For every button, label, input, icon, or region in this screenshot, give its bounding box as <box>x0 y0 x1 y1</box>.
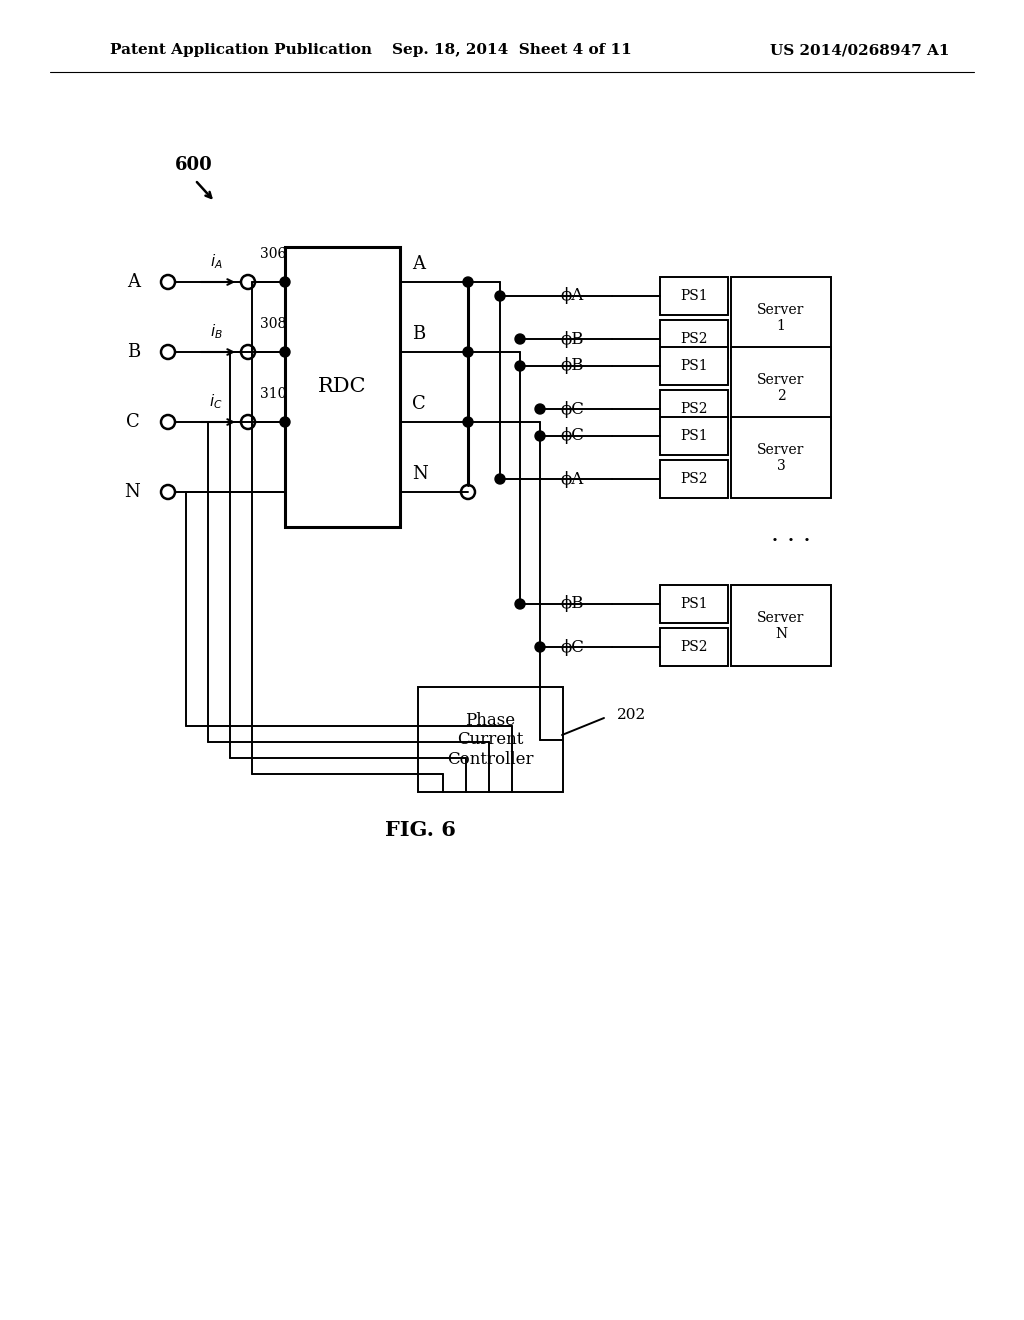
Text: Server
2: Server 2 <box>758 372 805 403</box>
Text: Patent Application Publication: Patent Application Publication <box>110 44 372 57</box>
Circle shape <box>495 290 505 301</box>
Text: RDC: RDC <box>317 378 367 396</box>
Bar <box>731 347 831 428</box>
Bar <box>731 417 831 498</box>
Bar <box>731 277 831 358</box>
Text: ϕB: ϕB <box>560 595 584 612</box>
Text: Sep. 18, 2014  Sheet 4 of 11: Sep. 18, 2014 Sheet 4 of 11 <box>392 44 632 57</box>
Text: 600: 600 <box>175 156 213 174</box>
Circle shape <box>463 277 473 286</box>
Text: ϕA: ϕA <box>560 288 584 305</box>
Bar <box>731 585 831 667</box>
Circle shape <box>535 404 545 414</box>
Text: ϕB: ϕB <box>560 330 584 347</box>
Text: $i_C$: $i_C$ <box>209 392 223 412</box>
Bar <box>660 585 728 623</box>
Bar <box>660 459 728 498</box>
Bar <box>660 628 728 667</box>
Text: Server
1: Server 1 <box>758 302 805 333</box>
Circle shape <box>280 417 290 426</box>
Bar <box>660 277 728 315</box>
Text: · · ·: · · · <box>771 531 811 553</box>
Text: 306: 306 <box>260 247 287 261</box>
Circle shape <box>515 334 525 345</box>
Text: FIG. 6: FIG. 6 <box>385 820 456 840</box>
Text: ϕC: ϕC <box>560 400 584 417</box>
Circle shape <box>515 599 525 609</box>
Circle shape <box>515 360 525 371</box>
Text: PS1: PS1 <box>680 359 708 374</box>
Text: B: B <box>127 343 140 360</box>
Text: PS1: PS1 <box>680 597 708 611</box>
Text: 308: 308 <box>260 317 287 331</box>
Circle shape <box>280 277 290 286</box>
Text: C: C <box>126 413 140 432</box>
Text: $i_B$: $i_B$ <box>210 322 222 342</box>
Text: 202: 202 <box>617 708 646 722</box>
Text: A: A <box>127 273 140 290</box>
Bar <box>660 389 728 428</box>
Text: B: B <box>412 325 425 343</box>
Text: Server
N: Server N <box>758 611 805 642</box>
Text: PS2: PS2 <box>680 473 708 486</box>
Text: PS1: PS1 <box>680 429 708 444</box>
Text: PS1: PS1 <box>680 289 708 304</box>
Text: C: C <box>412 395 426 413</box>
Bar <box>285 247 400 527</box>
Circle shape <box>495 474 505 484</box>
Text: ϕB: ϕB <box>560 358 584 375</box>
Text: US 2014/0268947 A1: US 2014/0268947 A1 <box>770 44 950 57</box>
Text: $i_A$: $i_A$ <box>210 252 222 272</box>
Text: N: N <box>412 465 428 483</box>
Circle shape <box>535 642 545 652</box>
Bar <box>660 347 728 385</box>
Bar <box>660 417 728 455</box>
Text: ϕC: ϕC <box>560 428 584 445</box>
Text: PS2: PS2 <box>680 640 708 653</box>
Circle shape <box>280 347 290 356</box>
Circle shape <box>463 417 473 426</box>
Circle shape <box>535 432 545 441</box>
Text: Server
3: Server 3 <box>758 444 805 473</box>
Text: Phase
Current
Controller: Phase Current Controller <box>446 711 534 768</box>
Text: ϕC: ϕC <box>560 639 584 656</box>
Text: N: N <box>124 483 140 502</box>
Bar <box>660 319 728 358</box>
Circle shape <box>463 347 473 356</box>
Bar <box>418 686 563 792</box>
Text: PS2: PS2 <box>680 403 708 416</box>
Text: PS2: PS2 <box>680 333 708 346</box>
Text: 310: 310 <box>260 387 287 401</box>
Text: A: A <box>412 255 425 273</box>
Text: ϕA: ϕA <box>560 470 584 487</box>
